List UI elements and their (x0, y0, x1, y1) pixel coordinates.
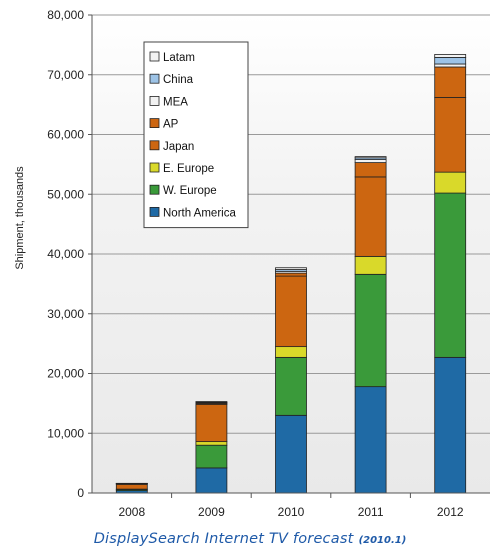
bar-segment-china-2012 (434, 57, 467, 65)
legend-label-e-europe: E. Europe (163, 163, 214, 175)
bars (115, 54, 467, 494)
y-tick-label: 10,000 (47, 426, 84, 440)
y-tick-label: 60,000 (47, 128, 84, 142)
legend-swatch-north-america (149, 206, 160, 217)
bar-segment-japan-2008 (115, 483, 148, 490)
legend-swatch-mea (149, 96, 160, 106)
legend-label-mea: MEA (163, 96, 188, 108)
bar-segment-e-europe-2011 (354, 255, 387, 275)
y-tick-label: 0 (77, 486, 84, 500)
caption-sub: (2010.1) (358, 535, 407, 546)
legend-label-china: China (163, 74, 194, 86)
bar-segment-mea-2011 (354, 159, 387, 163)
y-tick-labels: 0 10,000 20,000 30,000 40,000 50,000 60,000 70,… (47, 8, 84, 500)
legend-swatch-latam (149, 51, 160, 62)
legend-label-latam: Latam (163, 52, 195, 64)
bar-segment-north-america-2011 (354, 386, 387, 494)
y-tick-label: 40,000 (47, 247, 84, 261)
bar-segment-latam-2012 (434, 54, 467, 58)
caption-main: DisplaySearch Internet TV forecast (93, 531, 354, 547)
bar-segment-north-america-2009 (195, 467, 228, 494)
x-tick-labels: 2008 2009 2010 2011 2012 (118, 493, 464, 519)
x-tick-label: 2012 (437, 505, 464, 519)
legend-swatch-e-europe (149, 162, 160, 173)
bar-segment-north-america-2012 (434, 356, 467, 494)
y-tick-label: 30,000 (47, 307, 84, 321)
legend: Latam China MEA AP Japan E. Europe W. Europe No… (143, 41, 249, 229)
axes (91, 15, 490, 494)
bar-segment-japan-2010 (275, 275, 307, 348)
legend-swatch-ap (149, 118, 160, 128)
bar-segment-w-europe-2010 (275, 356, 307, 416)
bar-segment-ap-2011 (354, 162, 387, 178)
bar-segment-mea-2012 (434, 63, 467, 68)
legend-box (143, 41, 249, 229)
legend-swatch-japan (149, 140, 160, 151)
y-tick-label: 50,000 (47, 187, 84, 201)
legend-label-ap: AP (163, 119, 179, 131)
chart-caption: DisplaySearch Internet TV forecast (2010… (0, 528, 500, 547)
bar-segment-latam-2010 (275, 267, 307, 270)
y-tick-label: 70,000 (47, 68, 84, 82)
bar-segment-ap-2010 (275, 272, 307, 277)
bar-segment-e-europe-2009 (195, 441, 228, 446)
x-tick-label: 2010 (278, 505, 305, 519)
y-axis-title: Shipment, thousands (14, 166, 26, 270)
legend-label-japan: Japan (163, 141, 194, 153)
bar-segment-latam-2011 (354, 156, 387, 159)
legend-label-w-europe: W. Europe (163, 185, 217, 197)
bar-segment-japan-2011 (354, 176, 387, 257)
bar-segment-e-europe-2012 (434, 171, 467, 194)
y-tick-label: 20,000 (47, 367, 84, 381)
bar-segment-ap-2012 (434, 66, 467, 98)
bar-segment-japan-2012 (434, 97, 467, 173)
x-tick-label: 2011 (358, 505, 384, 519)
bar-segment-e-europe-2010 (275, 346, 307, 358)
bar-segment-w-europe-2011 (354, 273, 387, 388)
x-tick-label: 2009 (198, 505, 225, 519)
bar-segment-japan-2009 (195, 404, 228, 443)
legend-label-north-america: North America (163, 207, 236, 219)
bar-segment-w-europe-2009 (195, 444, 228, 469)
legend-swatch-china (149, 73, 160, 84)
legend-swatch-w-europe (149, 184, 160, 195)
x-tick-label: 2008 (118, 505, 145, 519)
bar-segment-north-america-2010 (275, 414, 307, 494)
y-tick-label: 80,000 (47, 8, 84, 22)
bar-segment-w-europe-2012 (434, 192, 467, 358)
bar-segment-latam-2009 (195, 401, 228, 403)
